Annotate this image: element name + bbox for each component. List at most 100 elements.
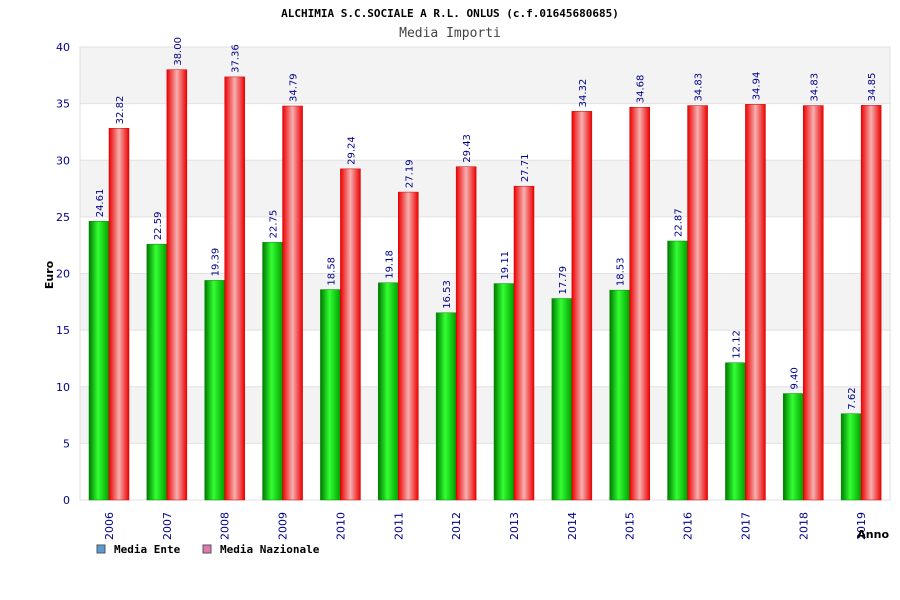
bar-media-ente-2018 [783,393,804,501]
y-tick-label: 30 [56,154,70,167]
data-label-media-ente-2013: 19.11 [500,251,511,280]
plot-band [80,103,890,161]
x-tick-label-2012: 2012 [450,512,463,540]
plot-band [80,160,890,217]
data-label-media-ente-2012: 16.53 [442,280,453,309]
bar-media-ente-2007 [146,243,168,501]
data-label-media-ente-2010: 18.58 [326,257,337,286]
legend-swatch-media-ente [96,544,106,554]
data-label-media-nazionale-2007: 38.00 [173,37,184,66]
chart-subtitle: Media Importi [399,26,501,41]
bar-media-ente-2012 [435,312,457,501]
x-tick-label-2011: 2011 [392,512,405,540]
bar-media-nazionale-2007 [166,69,188,501]
data-label-media-nazionale-2013: 27.71 [520,154,531,183]
x-tick-label-2018: 2018 [797,512,810,540]
x-tick-label-2007: 2007 [161,512,174,540]
y-tick-label: 5 [63,437,70,450]
x-tick-label-2016: 2016 [682,512,695,540]
bar-media-nazionale-2009 [282,105,303,501]
y-tick-label: 40 [56,41,70,54]
data-label-media-ente-2015: 18.53 [616,258,627,287]
x-axis-label: Anno [857,528,889,541]
data-label-media-nazionale-2018: 34.83 [809,73,820,102]
y-tick-label: 25 [56,211,70,224]
data-label-media-ente-2018: 9.40 [789,367,800,389]
data-label-media-ente-2006: 24.61 [95,189,106,218]
x-tick-label-2010: 2010 [334,512,347,540]
x-tick-label-2015: 2015 [624,512,637,540]
data-label-media-nazionale-2019: 34.85 [867,73,878,102]
y-tick-label: 10 [56,381,70,394]
data-label-media-nazionale-2017: 34.94 [751,72,762,101]
plot-band [80,330,890,387]
data-label-media-nazionale-2014: 34.32 [578,79,589,108]
plot-band [80,47,890,104]
data-label-media-ente-2019: 7.62 [847,387,858,409]
data-label-media-ente-2014: 17.79 [558,266,569,295]
x-tick-label-2008: 2008 [219,512,232,540]
data-label-media-ente-2016: 22.87 [674,208,685,237]
data-label-media-nazionale-2008: 37.36 [231,44,242,73]
legend-swatch-media-nazionale [202,544,212,554]
bar-media-nazionale-2006 [108,128,130,501]
bar-media-ente-2010 [320,289,341,501]
bar-media-ente-2011 [378,282,399,501]
data-label-media-ente-2011: 19.18 [384,250,395,279]
data-label-media-nazionale-2011: 27.19 [404,159,415,188]
legend: Media Ente Media Nazionale [96,543,320,556]
x-tick-label-2009: 2009 [277,512,290,540]
x-tick-label-2014: 2014 [566,512,579,540]
bar-media-ente-2013 [493,283,515,501]
plot-band [80,443,890,500]
legend-label-media-ente: Media Ente [114,543,181,556]
x-tick-label-2013: 2013 [508,512,521,540]
bar-media-nazionale-2008 [224,76,245,501]
chart-title: ALCHIMIA S.C.SOCIALE A R.L. ONLUS (c.f.0… [281,7,619,20]
data-label-media-ente-2017: 12.12 [731,330,742,359]
bar-media-nazionale-2017 [745,104,766,501]
bar-media-nazionale-2016 [687,105,708,501]
bar-media-nazionale-2012 [455,166,477,501]
y-axis-ticks: 0 5 10 15 20 25 30 35 40 [56,41,70,507]
plot-band [80,216,890,274]
y-axis-label: Euro [43,260,56,289]
bar-media-nazionale-2010 [340,168,361,501]
bars: 24.61 32.82 22.59 38.00 19.39 37.36 22.75 34.79… [88,37,882,501]
bar-media-nazionale-2013 [513,185,535,501]
x-axis-ticks: 2006 2007 2008 2009 2010 2011 2012 2013 2014 2015… [103,512,868,540]
x-tick-label-2019: 2019 [855,512,868,540]
bar-media-ente-2016 [667,240,688,501]
plot-band [80,273,890,331]
y-tick-label: 35 [56,98,70,111]
bar-media-nazionale-2018 [803,105,824,501]
x-tick-label-2006: 2006 [103,512,116,540]
data-label-media-nazionale-2016: 34.83 [694,73,705,102]
data-label-media-ente-2007: 22.59 [153,212,164,241]
bar-media-ente-2019 [840,413,862,501]
bar-media-ente-2017 [725,362,746,501]
bar-media-ente-2008 [204,280,225,501]
x-tick-label-2017: 2017 [739,512,752,540]
y-tick-label: 20 [56,268,70,281]
bar-media-ente-2014 [551,298,573,501]
plot-band [80,386,890,444]
data-label-media-nazionale-2006: 32.82 [115,96,126,125]
bar-media-nazionale-2015 [629,106,650,501]
bar-media-nazionale-2011 [398,191,419,501]
bar-media-nazionale-2014 [571,111,593,501]
bar-media-ente-2015 [609,289,630,501]
y-tick-label: 15 [56,324,70,337]
data-label-media-nazionale-2010: 29.24 [346,136,357,165]
data-label-media-nazionale-2012: 29.43 [462,134,473,163]
bar-media-ente-2009 [262,242,283,501]
bar-media-ente-2006 [88,221,110,501]
legend-label-media-nazionale: Media Nazionale [220,543,320,556]
y-tick-label: 0 [63,494,70,507]
data-label-media-ente-2008: 19.39 [211,248,222,277]
data-label-media-nazionale-2009: 34.79 [289,73,300,102]
data-label-media-nazionale-2015: 34.68 [636,75,647,104]
bar-media-nazionale-2019 [860,105,882,501]
data-label-media-ente-2009: 22.75 [269,210,280,239]
